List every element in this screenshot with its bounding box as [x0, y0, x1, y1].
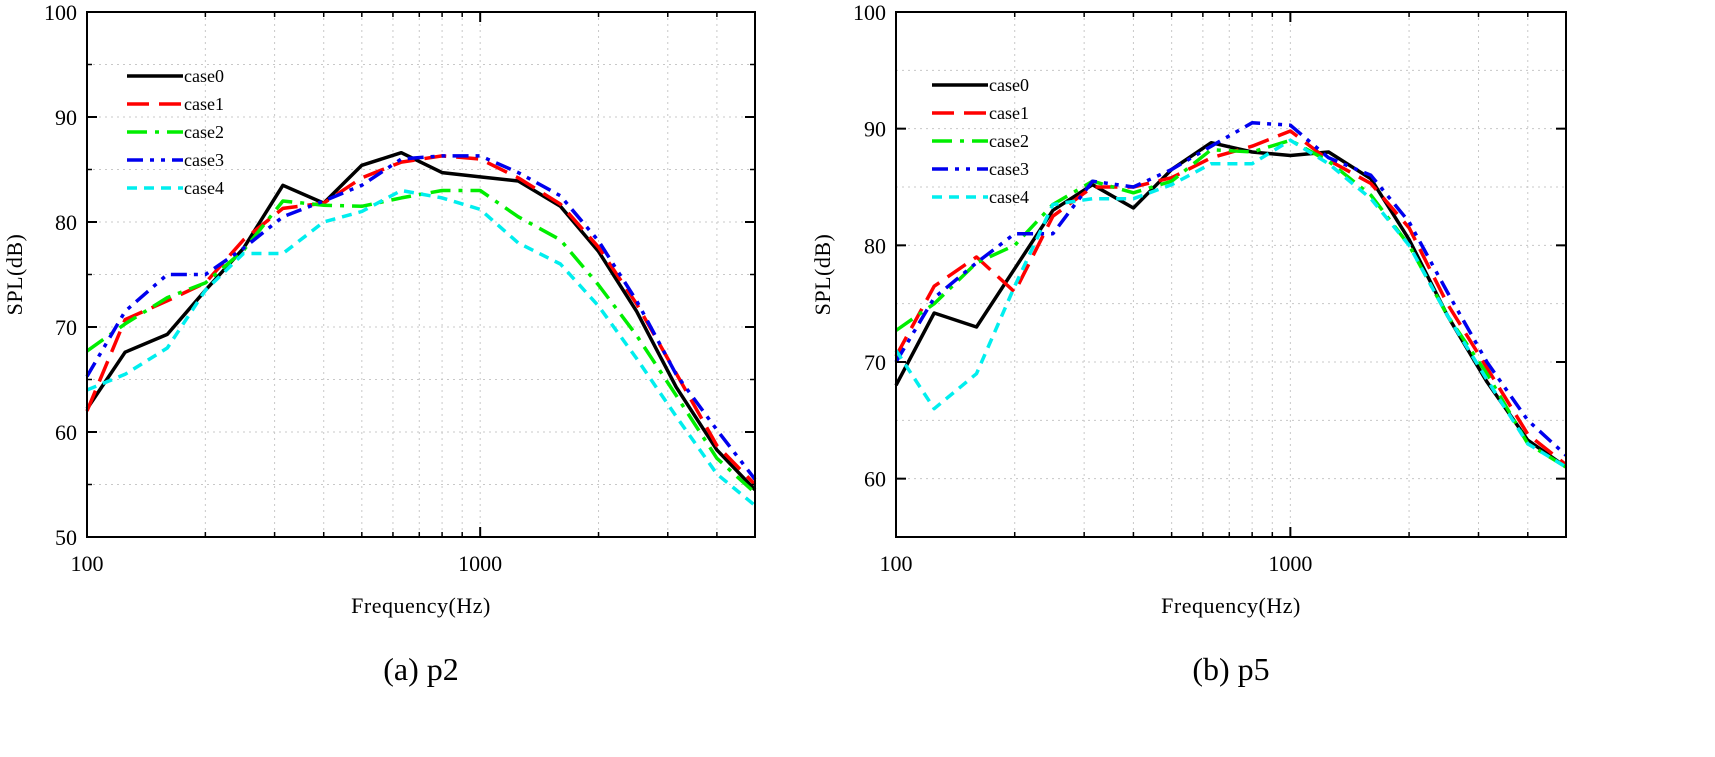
legend-label-case2: case2 — [989, 131, 1029, 151]
y-axis-title: SPL(dB) — [810, 234, 835, 316]
legend: case0 case1 case2 case3 case4 — [127, 66, 224, 198]
x-tick-label: 100 — [71, 551, 104, 576]
axis-ticks: 60 70 80 90 100 100 1000 — [853, 0, 1566, 576]
series-line-case4 — [894, 138, 1567, 469]
legend: case0 case1 case2 case3 case4 — [932, 75, 1029, 207]
series-line-case3 — [894, 121, 1568, 457]
legend-label-case3: case3 — [989, 159, 1029, 179]
panel-caption: (a) p2 — [383, 651, 459, 687]
legend-label-case4: case4 — [184, 178, 224, 198]
x-axis-title: Frequency(Hz) — [351, 593, 491, 618]
legend-label-case2: case2 — [184, 122, 224, 142]
series-line-case0 — [894, 140, 1568, 469]
series-line-case4 — [86, 188, 757, 507]
legend-label-case4: case4 — [989, 187, 1029, 207]
legend-label-case0: case0 — [184, 66, 224, 86]
plot-frame — [895, 11, 1567, 538]
panel-caption: (b) p5 — [1192, 651, 1269, 687]
y-tick-label: 50 — [55, 525, 77, 550]
y-tick-label: 90 — [55, 105, 77, 130]
series-line-case3 — [85, 154, 757, 481]
x-tick-label: 1000 — [1268, 551, 1312, 576]
legend-label-case0: case0 — [989, 75, 1029, 95]
legend-label-case3: case3 — [184, 150, 224, 170]
legend-label-case1: case1 — [184, 94, 224, 114]
y-tick-label: 80 — [864, 233, 886, 258]
series-line-case2 — [894, 138, 1567, 469]
axis-ticks: 50 60 70 80 90 100 100 1000 — [44, 0, 755, 576]
y-tick-label: 70 — [55, 315, 77, 340]
y-tick-label: 100 — [44, 0, 77, 25]
series-line-case0 — [85, 150, 757, 492]
y-tick-label: 60 — [55, 420, 77, 445]
y-tick-label: 70 — [864, 350, 886, 375]
y-tick-label: 100 — [853, 0, 886, 25]
legend-label-case1: case1 — [989, 103, 1029, 123]
series-lines — [894, 121, 1568, 469]
x-tick-label: 100 — [880, 551, 913, 576]
x-tick-label: 1000 — [458, 551, 502, 576]
y-tick-label: 80 — [55, 210, 77, 235]
x-axis-title: Frequency(Hz) — [1161, 593, 1301, 618]
y-tick-label: 60 — [864, 467, 886, 492]
y-axis-title: SPL(dB) — [2, 234, 27, 316]
y-tick-label: 90 — [864, 117, 886, 142]
series-lines — [85, 150, 757, 507]
